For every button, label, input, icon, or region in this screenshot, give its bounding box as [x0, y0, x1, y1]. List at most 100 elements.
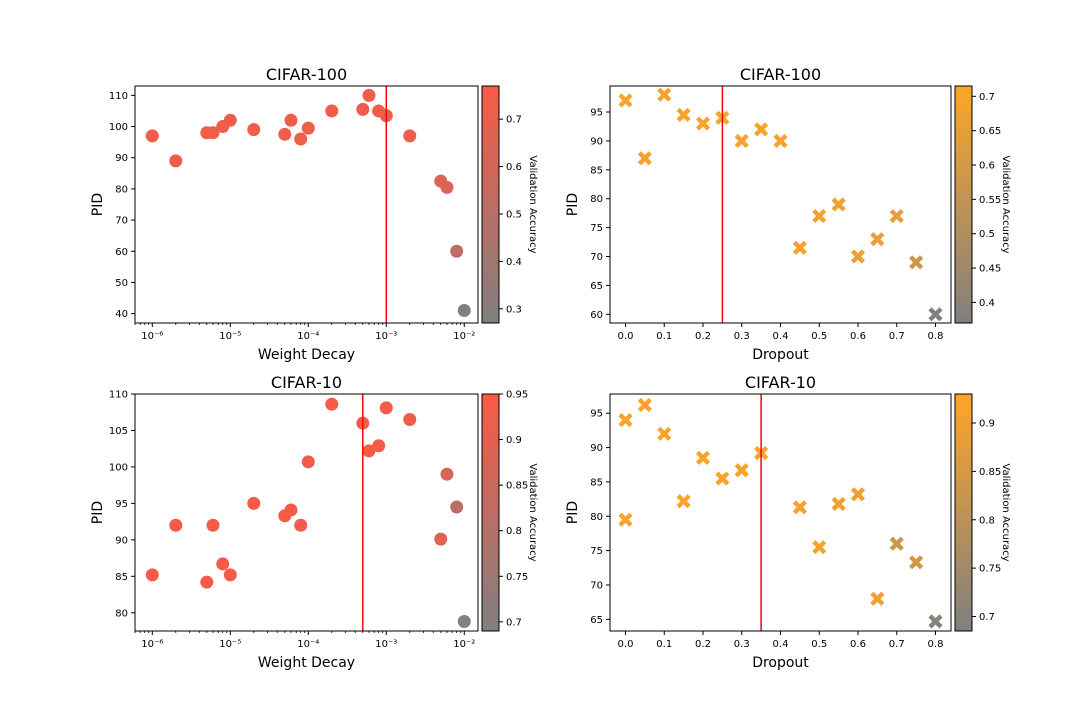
- y-tick-label: 70: [115, 216, 128, 227]
- data-point: [206, 126, 220, 140]
- x-tick-label: 0.8: [928, 639, 944, 650]
- colorbar-tick-label: 0.4: [979, 298, 995, 309]
- data-point: [870, 591, 885, 606]
- y-axis-label: PID: [90, 193, 106, 216]
- x-tick-label: 0.2: [695, 331, 711, 342]
- colorbar-tick-label: 0.6: [506, 162, 522, 173]
- data-point: [457, 615, 471, 629]
- y-tick-label: 90: [115, 535, 128, 546]
- colorbar-tick-label: 0.7: [506, 617, 522, 628]
- x-tick-label: 0.5: [811, 331, 827, 342]
- panel-3: CIFAR-10 10⁻⁶ 10⁻⁵ 10⁻⁴ 10⁻³ 10⁻² 80 85 90 95 100 1…: [90, 373, 538, 671]
- data-point: [812, 540, 827, 555]
- panel-4: CIFAR-10 0.0 0.1 0.2 0.3 0.4 0.5 0.6 0.7 0.8 65 70 7…: [565, 373, 1011, 671]
- data-point: [200, 575, 214, 589]
- x-tick-label: 10⁻²: [453, 331, 475, 342]
- data-point: [403, 129, 417, 143]
- colorbar-tick-label: 0.75: [506, 572, 528, 583]
- colorbar-tick-label: 0.7: [979, 612, 995, 623]
- colorbar-tick-label: 0.9: [979, 419, 995, 430]
- data-point: [889, 536, 904, 551]
- data-point: [284, 503, 298, 517]
- data-point: [657, 87, 672, 102]
- y-tick-label: 90: [590, 136, 603, 147]
- data-points: [145, 397, 471, 629]
- data-point: [734, 133, 749, 149]
- y-tick-label: 105: [109, 426, 128, 437]
- data-point: [145, 129, 159, 143]
- x-tick-label: 10⁻²: [453, 639, 475, 650]
- chart-title: CIFAR-10: [745, 373, 816, 392]
- y-tick-label: 85: [590, 165, 603, 176]
- data-point: [362, 88, 376, 102]
- data-point: [676, 107, 691, 122]
- data-point: [657, 426, 672, 441]
- x-tick-label: 0.3: [734, 331, 750, 342]
- data-point: [450, 500, 464, 514]
- y-tick-label: 65: [590, 281, 603, 292]
- data-point: [850, 249, 866, 264]
- y-tick-label: 100: [109, 122, 128, 133]
- data-point: [618, 413, 633, 428]
- data-point: [637, 397, 652, 413]
- colorbar-tick-label: 0.85: [506, 481, 528, 492]
- data-points: [145, 88, 471, 318]
- y-axis-label: PID: [565, 193, 581, 216]
- colorbar-tick-label: 0.95: [506, 390, 528, 401]
- y-tick-label: 80: [590, 194, 603, 205]
- y-axis-label: PID: [90, 501, 106, 524]
- x-axis-label: Dropout: [752, 347, 809, 363]
- x-tick-label: 0.3: [734, 639, 750, 650]
- data-point: [247, 496, 261, 510]
- data-point: [928, 614, 943, 629]
- y-tick-label: 90: [590, 443, 603, 454]
- data-point: [440, 180, 454, 194]
- colorbar-tick-label: 0.7: [506, 115, 522, 126]
- y-tick-label: 80: [115, 184, 128, 195]
- x-tick-label: 10⁻⁴: [297, 331, 319, 342]
- colorbar-tick-label: 0.65: [979, 126, 1001, 137]
- data-point: [145, 568, 159, 582]
- data-point: [928, 307, 943, 322]
- y-tick-label: 85: [590, 477, 603, 488]
- y-tick-label: 80: [590, 512, 603, 523]
- colorbar-tick-label: 0.3: [506, 304, 522, 315]
- y-tick-label: 50: [115, 278, 128, 289]
- x-tick-label: 0.0: [618, 331, 634, 342]
- data-point: [278, 127, 292, 141]
- data-point: [356, 102, 370, 116]
- y-tick-label: 60: [115, 247, 128, 258]
- x-tick-label: 10⁻⁶: [141, 331, 163, 342]
- chart-title: CIFAR-10: [271, 373, 342, 392]
- y-tick-label: 60: [590, 310, 603, 321]
- data-point: [301, 455, 315, 469]
- data-point: [362, 444, 376, 458]
- y-tick-label: 85: [115, 572, 128, 583]
- panel-1: CIFAR-100 10⁻⁶ 10⁻⁵ 10⁻⁴ 10⁻³ 10⁻² 40 50 60 70 80 9…: [90, 65, 538, 363]
- colorbar-label: Validation Accuracy: [1000, 155, 1011, 253]
- colorbar-tick-label: 0.8: [506, 526, 522, 537]
- y-tick-label: 75: [590, 546, 603, 557]
- data-point: [909, 555, 924, 570]
- data-point: [715, 471, 730, 486]
- y-tick-label: 95: [590, 108, 603, 119]
- y-tick-label: 70: [590, 252, 603, 263]
- data-point: [457, 304, 471, 318]
- data-point: [216, 557, 230, 571]
- x-tick-label: 0.4: [773, 639, 789, 650]
- y-tick-label: 100: [109, 462, 128, 473]
- data-points: [618, 87, 943, 322]
- x-tick-label: 0.6: [850, 331, 866, 342]
- y-tick-label: 110: [109, 390, 128, 401]
- data-point: [379, 401, 393, 415]
- data-point: [440, 467, 454, 481]
- data-point: [450, 244, 464, 258]
- colorbar-label: Validation Accuracy: [1000, 463, 1011, 561]
- x-tick-label: 10⁻³: [375, 639, 397, 650]
- x-tick-label: 0.4: [773, 331, 789, 342]
- x-tick-label: 0.6: [850, 639, 866, 650]
- colorbar-tick-label: 0.9: [506, 435, 522, 446]
- colorbar: [954, 393, 973, 632]
- data-point: [284, 113, 298, 127]
